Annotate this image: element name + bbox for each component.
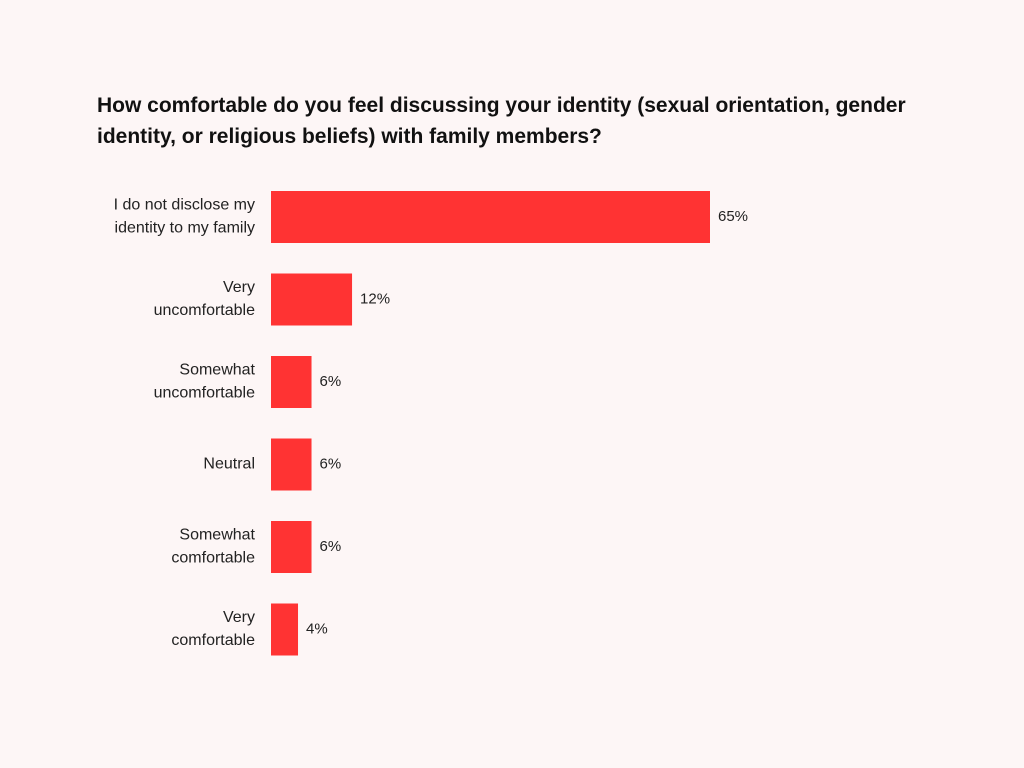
value-label-4: 6% xyxy=(320,538,342,555)
bar-5 xyxy=(271,603,299,656)
value-label-3: 6% xyxy=(320,455,342,472)
chart-title: How comfortable do you feel discussing y… xyxy=(97,94,906,148)
category-label-1: Very uncomfortable xyxy=(154,279,255,319)
value-label-5: 4% xyxy=(306,620,328,637)
bar-2 xyxy=(271,356,312,408)
bar-1 xyxy=(271,273,353,326)
value-label-0: 65% xyxy=(718,208,748,225)
category-label-0: I do not disclose my identity to my famil… xyxy=(114,197,255,237)
category-label-4: Somewhat comfortable xyxy=(171,527,255,567)
bar-0 xyxy=(271,191,710,243)
category-label-3: Neutral xyxy=(203,456,255,473)
bar-3 xyxy=(271,438,312,491)
category-label-2: Somewhat uncomfortable xyxy=(154,362,256,402)
value-label-1: 12% xyxy=(360,290,390,307)
value-label-2: 6% xyxy=(320,373,342,390)
category-label-5: Very comfortable xyxy=(171,609,255,649)
bar-4 xyxy=(271,521,312,573)
